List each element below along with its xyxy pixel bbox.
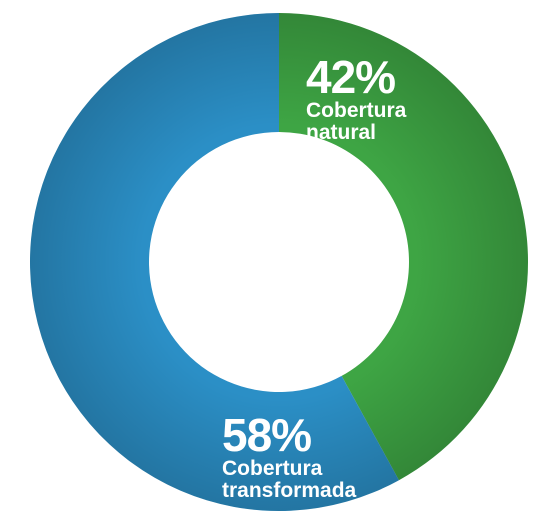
- segment-label: 58% Cobertura transformada: [222, 412, 392, 502]
- segment-label: 42% Cobertura natural: [306, 54, 426, 144]
- value-label: 42%: [306, 51, 396, 103]
- category-label: Cobertura natural: [306, 99, 407, 144]
- category-label: Cobertura transformada: [222, 457, 357, 502]
- value-label: 58%: [222, 409, 312, 461]
